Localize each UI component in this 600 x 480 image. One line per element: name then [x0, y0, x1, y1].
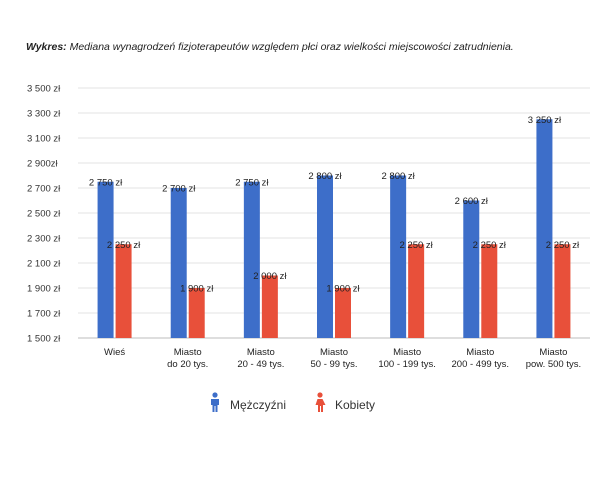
y-tick-label: 3 300 zł: [27, 109, 61, 120]
category-label: pow. 500 tys.: [526, 359, 581, 370]
bar-women: [554, 244, 571, 338]
category-label: 100 - 199 tys.: [378, 359, 436, 370]
y-tick-label: 2 700 zł: [27, 184, 61, 195]
category-label: 20 - 49 tys.: [237, 359, 284, 370]
category-label: 200 - 499 tys.: [452, 359, 510, 370]
male-icon: [212, 392, 218, 398]
y-tick-label: 1 900 zł: [27, 284, 61, 295]
category-label: do 20 tys.: [167, 359, 208, 370]
chart-title-text: Mediana wynagrodzeń fizjoterapeutów wzgl…: [69, 41, 514, 53]
bar-men: [243, 181, 260, 338]
bar-men: [390, 175, 407, 338]
y-tick-label: 2 100 zł: [27, 259, 61, 270]
data-label: 3 250 zł: [528, 115, 562, 126]
bar-men: [97, 181, 114, 338]
data-label: 1 900 zł: [180, 284, 214, 295]
bar-women: [335, 288, 351, 338]
data-label: 2 750 zł: [235, 177, 269, 188]
data-label: 2 800 zł: [308, 171, 342, 182]
data-label: 2 000 zł: [253, 271, 287, 282]
data-label: 2 250 zł: [400, 240, 434, 251]
chart-title: Wykres: Mediana wynagrodzeń fizjoterapeu…: [26, 41, 586, 53]
y-tick-label: 2 900zł: [27, 159, 59, 170]
chart-title-prefix: Wykres:: [26, 41, 67, 53]
data-label: 1 900 zł: [326, 284, 360, 295]
female-icon: [315, 399, 326, 412]
bar-men: [170, 188, 187, 338]
data-label: 2 750 zł: [89, 177, 123, 188]
bar-women: [481, 244, 498, 338]
category-label: 50 - 99 tys.: [311, 359, 358, 370]
bar-women: [188, 288, 205, 338]
category-label: Miasto: [320, 347, 348, 358]
bar-men: [536, 119, 553, 338]
male-icon: [211, 399, 219, 412]
y-tick-label: 1 700 zł: [27, 309, 61, 320]
female-icon: [317, 392, 323, 398]
data-label: 2 250 zł: [546, 240, 580, 251]
category-label: Miasto: [174, 347, 202, 358]
bar-men: [317, 175, 333, 338]
y-tick-label: 3 500 zł: [27, 84, 61, 95]
data-label: 2 250 zł: [107, 240, 141, 251]
category-label: Wieś: [104, 347, 125, 358]
category-label: Miasto: [393, 347, 421, 358]
category-label: Miasto: [466, 347, 494, 358]
legend-label: Mężczyźni: [230, 398, 286, 412]
category-label: Miasto: [247, 347, 275, 358]
y-tick-label: 1 500 zł: [27, 334, 61, 345]
category-label: Miasto: [539, 347, 567, 358]
data-label: 2 600 zł: [455, 196, 489, 207]
bar-men: [463, 200, 480, 338]
bar-women: [408, 244, 425, 338]
bar-women: [115, 244, 132, 338]
bar-women: [261, 275, 278, 338]
y-tick-label: 3 100 zł: [27, 134, 61, 145]
y-tick-label: 2 500 zł: [27, 209, 61, 220]
legend-label: Kobiety: [335, 398, 375, 412]
y-tick-label: 2 300 zł: [27, 234, 61, 245]
data-label: 2 250 zł: [473, 240, 507, 251]
data-label: 2 800 zł: [382, 171, 416, 182]
data-label: 2 700 zł: [162, 184, 196, 195]
